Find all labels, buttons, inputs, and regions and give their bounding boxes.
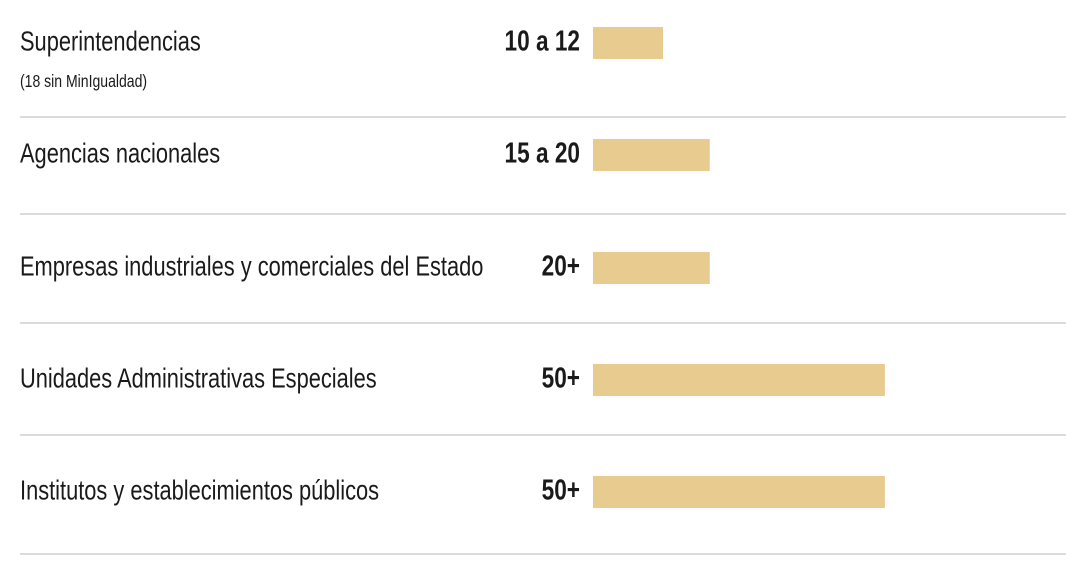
bar	[593, 252, 710, 284]
bar	[593, 139, 710, 171]
bar	[593, 364, 885, 396]
bar	[593, 476, 885, 508]
category-label: Superintendencias	[20, 26, 201, 57]
category-note: (18 sin MinIgualdad)	[20, 71, 147, 91]
value-label: 50+	[542, 473, 580, 506]
bar	[593, 27, 664, 59]
value-label: 50+	[542, 361, 580, 394]
category-label: Empresas industriales y comerciales del …	[20, 251, 483, 282]
value-label: 15 a 20	[505, 136, 580, 169]
category-label: Institutos y establecimientos públicos	[20, 475, 379, 506]
category-label: Unidades Administrativas Especiales	[20, 363, 377, 394]
category-label: Agencias nacionales	[20, 138, 220, 169]
value-label: 10 a 12	[505, 24, 580, 57]
value-label: 20+	[542, 249, 580, 282]
